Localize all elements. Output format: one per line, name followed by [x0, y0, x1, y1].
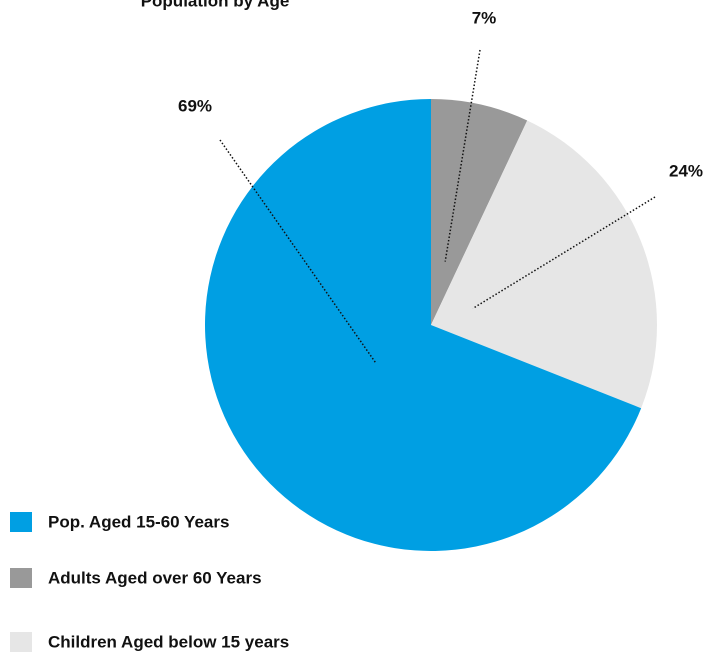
legend-label: Children Aged below 15 years	[48, 632, 289, 651]
leader-line	[472, 196, 656, 310]
legend-swatch	[10, 512, 32, 532]
data-label: 69%	[178, 96, 212, 115]
pie-slice	[204, 99, 642, 551]
data-label: 24%	[669, 161, 703, 180]
leader-line	[444, 49, 481, 262]
legend-label: Adults Aged over 60 Years	[48, 568, 262, 587]
legend-swatch	[10, 632, 32, 652]
legend-label: Pop. Aged 15-60 Years	[48, 512, 229, 531]
data-label: 7%	[472, 8, 497, 27]
legend-swatch	[10, 568, 32, 588]
chart-title: Population by Age	[141, 0, 290, 10]
pie-slice	[431, 99, 528, 325]
